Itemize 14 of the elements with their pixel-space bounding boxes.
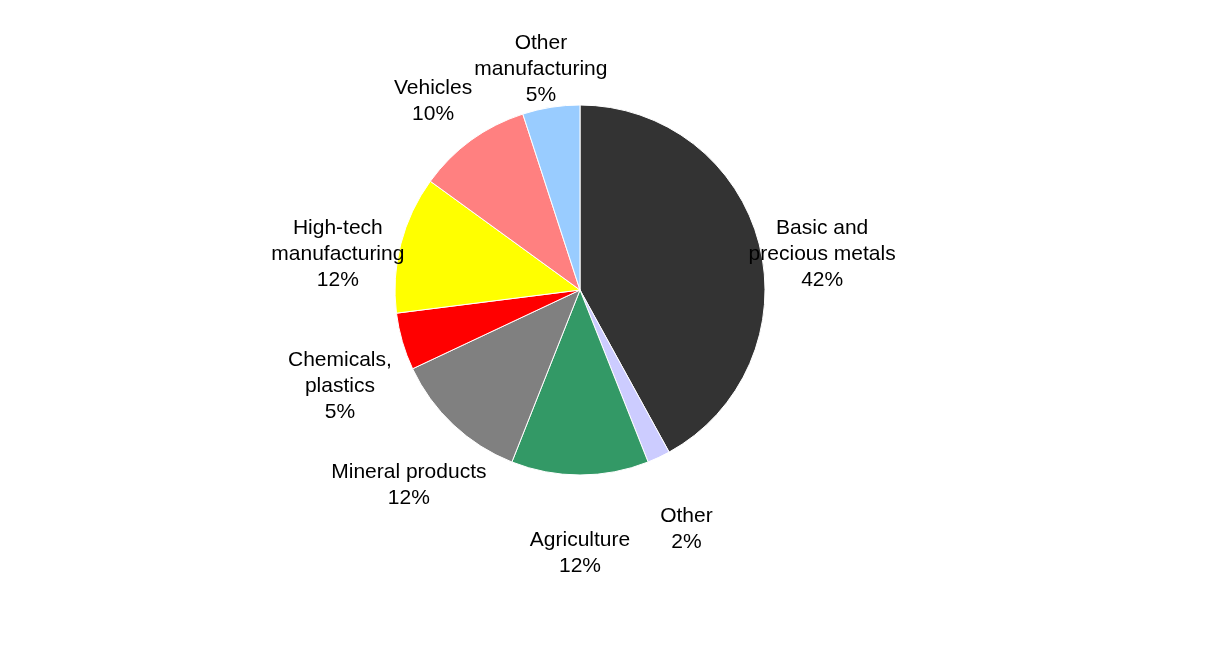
slice-label: Other bbox=[660, 503, 713, 527]
data-label: 12% bbox=[387, 485, 430, 509]
data-label: 12% bbox=[558, 553, 602, 576]
data-label: 10% bbox=[412, 100, 455, 124]
slice-label: Vehicles bbox=[393, 74, 473, 98]
slice-label: Agriculture bbox=[529, 527, 631, 550]
data-label: 5% bbox=[525, 82, 557, 106]
data-label: 42% bbox=[801, 266, 844, 290]
slice-label: Other manufacturing bbox=[474, 30, 608, 80]
data-label: 2% bbox=[671, 529, 702, 553]
data-label: 5% bbox=[324, 398, 356, 422]
slice-label: Mineral products bbox=[331, 459, 487, 483]
slice-label: Chemicals, plastics bbox=[287, 346, 392, 396]
data-label: 12% bbox=[316, 266, 359, 290]
